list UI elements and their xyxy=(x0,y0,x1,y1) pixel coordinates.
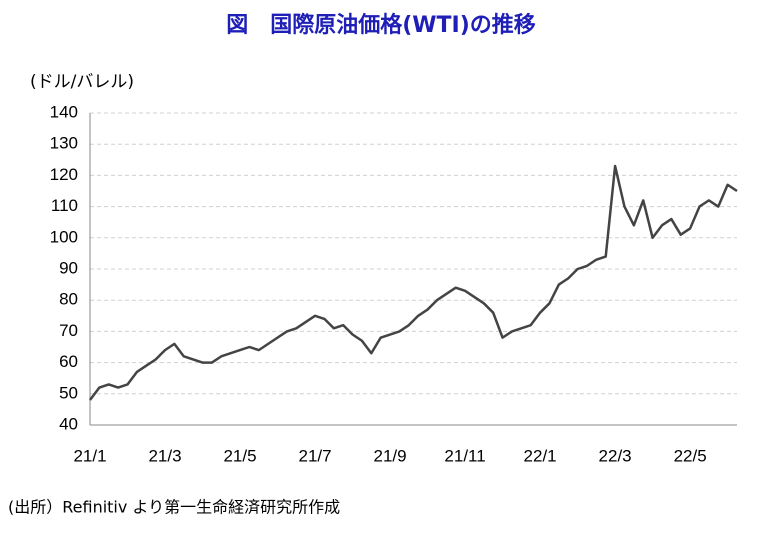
y-tick-label: 60 xyxy=(59,352,78,371)
y-tick-label: 80 xyxy=(59,290,78,309)
x-tick-label: 21/9 xyxy=(374,446,407,465)
y-tick-label: 130 xyxy=(50,134,78,153)
x-tick-label: 21/7 xyxy=(298,446,331,465)
price-line xyxy=(89,164,738,401)
y-axis-label: (ドル/バレル) xyxy=(30,72,134,92)
y-tick-label: 40 xyxy=(59,414,78,433)
x-tick-label: 21/1 xyxy=(73,446,106,465)
x-tick-label: 22/5 xyxy=(674,446,707,465)
x-tick-label: 21/5 xyxy=(223,446,256,465)
y-tick-label: 140 xyxy=(50,102,78,121)
y-tick-label: 90 xyxy=(59,258,78,277)
source-note: (出所）Refinitiv より第一生命経済研究所作成 xyxy=(8,498,340,517)
y-tick-label: 110 xyxy=(51,196,78,215)
y-tick-label: 100 xyxy=(50,227,78,246)
x-tick-label: 21/11 xyxy=(444,446,485,465)
y-tick-label: 70 xyxy=(59,321,78,340)
y-tick-label: 120 xyxy=(50,165,78,184)
chart-title: 図 国際原油価格(WTI)の推移 xyxy=(226,12,536,38)
y-tick-label: 50 xyxy=(59,383,78,402)
x-tick-label: 22/3 xyxy=(599,446,632,465)
x-tick-label: 21/3 xyxy=(148,446,181,465)
x-tick-label: 22/1 xyxy=(524,446,557,465)
